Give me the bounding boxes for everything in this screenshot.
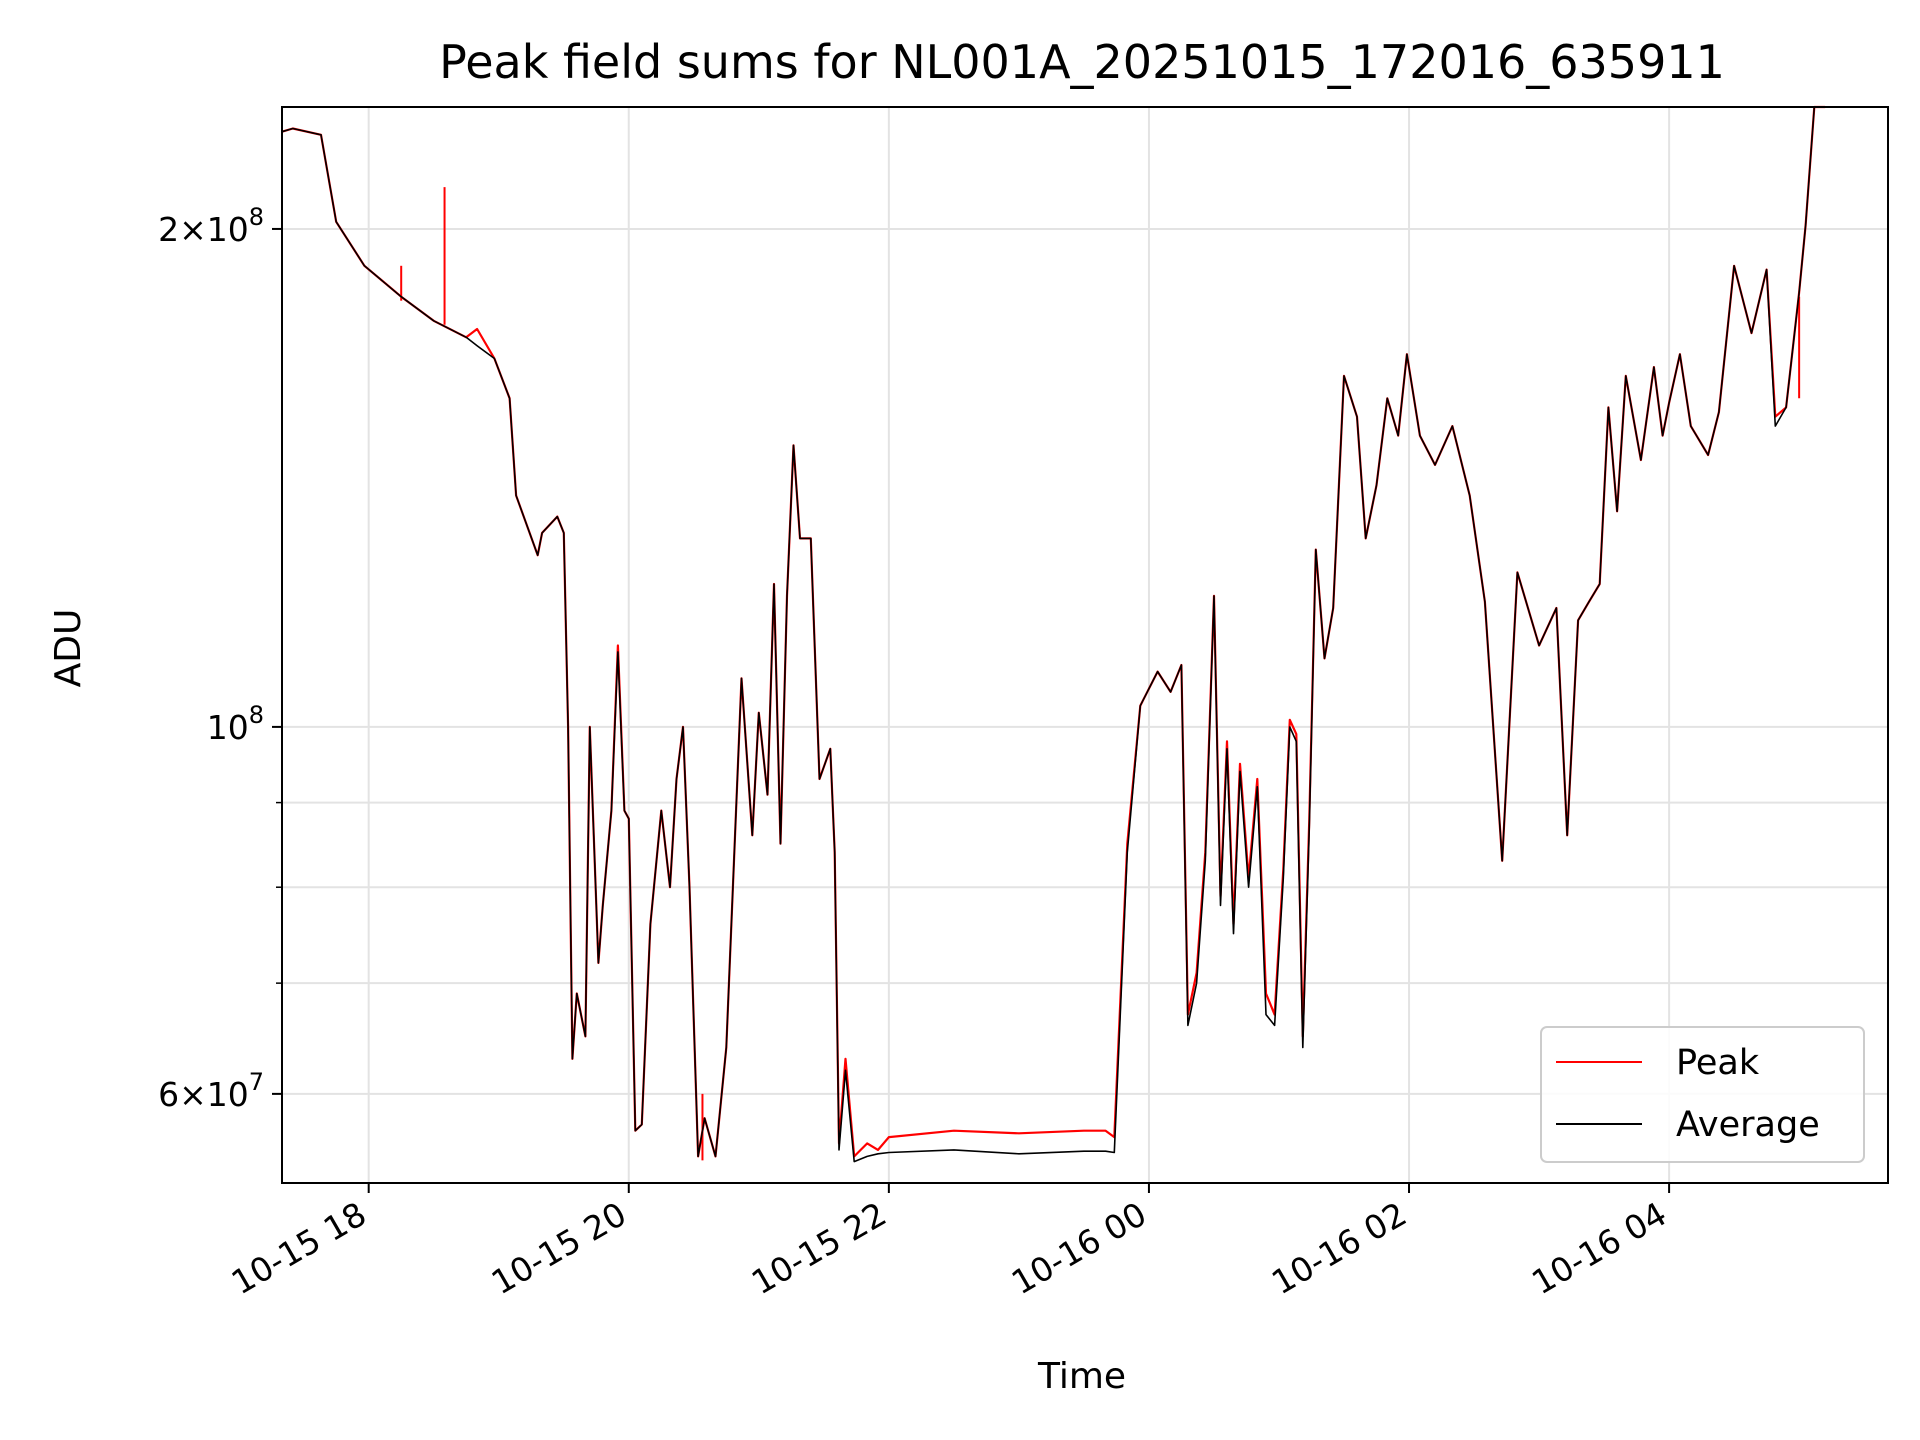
y-axis-ticks: 6×107 108 2×108 — [158, 203, 282, 1114]
legend-peak-label: Peak — [1676, 1043, 1760, 1083]
average-series-line — [281, 106, 1826, 1163]
legend-average-label: Average — [1676, 1105, 1820, 1145]
y-axis-label: ADU — [48, 609, 89, 688]
chart-title: Peak field sums for NL001A_20251015_1720… — [439, 35, 1725, 89]
x-axis-label: Time — [1037, 1356, 1126, 1397]
y-tick-label: 2×108 — [158, 203, 264, 249]
y-tick-label: 6×107 — [158, 1068, 264, 1114]
legend: Peak Average — [1540, 1026, 1865, 1163]
plot-frame — [281, 106, 1889, 1184]
y-tick-label: 108 — [207, 701, 264, 747]
series-lines — [281, 105, 1826, 1163]
legend-box — [1540, 1026, 1865, 1163]
